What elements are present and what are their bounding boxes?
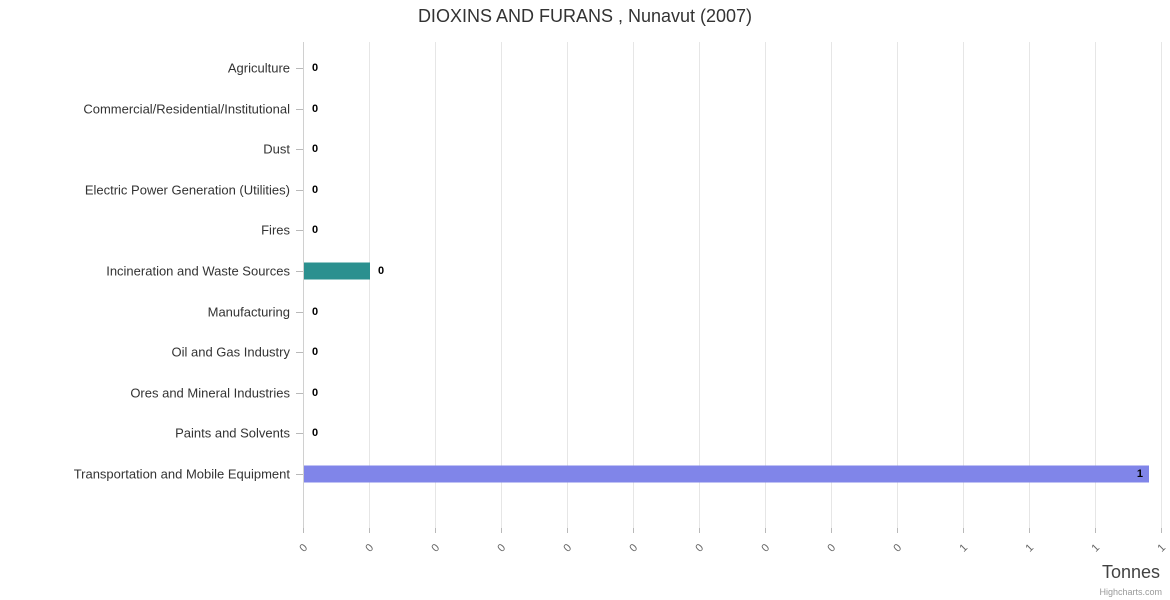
y-axis-tick [296, 190, 303, 191]
x-axis-tick [831, 528, 832, 533]
highcharts-credits-link[interactable]: Highcharts.com [1099, 587, 1162, 597]
y-axis-tick [296, 474, 303, 475]
x-axis-tick [1029, 528, 1030, 533]
gridline [633, 42, 634, 528]
y-axis-tick [296, 271, 303, 272]
x-tick-label: 0 [561, 541, 575, 555]
gridline [1029, 42, 1030, 528]
bar[interactable] [304, 465, 1149, 483]
x-axis-tick [369, 528, 370, 533]
y-axis-tick [296, 352, 303, 353]
category-label: Dust [263, 141, 290, 157]
x-axis-tick [303, 528, 304, 533]
category-label: Manufacturing [207, 304, 290, 320]
gridline [765, 42, 766, 528]
bar-value-label: 0 [312, 346, 319, 358]
gridline [369, 42, 370, 528]
y-axis-line [303, 42, 304, 528]
x-tick-label: 1 [1155, 541, 1169, 555]
x-tick-label: 0 [825, 541, 839, 555]
category-label: Oil and Gas Industry [171, 344, 291, 360]
x-tick-label: 0 [297, 541, 311, 555]
category-label: Paints and Solvents [175, 425, 290, 441]
bar-value-label: 0 [312, 143, 319, 155]
category-label: Transportation and Mobile Equipment [73, 466, 290, 482]
x-axis-tick [567, 528, 568, 533]
y-axis-tick [296, 312, 303, 313]
x-axis-tick [897, 528, 898, 533]
x-axis-tick [765, 528, 766, 533]
bar-value-label: 1 [1136, 468, 1143, 480]
x-axis-tick [633, 528, 634, 533]
category-label: Agriculture [227, 60, 290, 76]
x-tick-label: 1 [957, 541, 971, 555]
x-tick-label: 0 [759, 541, 773, 555]
bar-value-label: 0 [312, 306, 319, 318]
chart-title: DIOXINS AND FURANS , Nunavut (2007) [417, 6, 753, 26]
gridline [699, 42, 700, 528]
category-label: Ores and Mineral Industries [130, 385, 290, 401]
y-axis-tick [296, 393, 303, 394]
x-axis-tick [699, 528, 700, 533]
y-axis-tick [296, 149, 303, 150]
x-axis-tick [501, 528, 502, 533]
plot-area [303, 42, 1162, 528]
x-axis-title: Tonnes [1101, 562, 1160, 582]
y-axis-tick [296, 109, 303, 110]
gridline [963, 42, 964, 528]
category-label: Electric Power Generation (Utilities) [84, 182, 290, 198]
bar[interactable] [304, 262, 370, 280]
gridline [831, 42, 832, 528]
y-axis-tick [296, 230, 303, 231]
bar-value-label: 0 [378, 265, 385, 277]
bar-value-label: 0 [312, 427, 319, 439]
x-tick-label: 0 [495, 541, 509, 555]
y-axis-tick [296, 433, 303, 434]
x-tick-label: 0 [693, 541, 707, 555]
x-axis-tick [1161, 528, 1162, 533]
x-axis-tick [963, 528, 964, 533]
bar-value-label: 0 [312, 224, 319, 236]
bar-value-label: 0 [312, 103, 319, 115]
gridline [897, 42, 898, 528]
x-tick-label: 0 [429, 541, 443, 555]
x-tick-label: 0 [363, 541, 377, 555]
category-label: Commercial/Residential/Institutional [83, 101, 290, 117]
x-tick-label: 0 [891, 541, 905, 555]
bar-value-label: 0 [312, 62, 319, 74]
gridline [1161, 42, 1162, 528]
y-axis-tick [296, 68, 303, 69]
x-tick-label: 1 [1089, 541, 1103, 555]
x-tick-label: 1 [1023, 541, 1037, 555]
x-axis-tick [1095, 528, 1096, 533]
gridline [567, 42, 568, 528]
x-tick-label: 0 [627, 541, 641, 555]
gridline [501, 42, 502, 528]
gridline [1095, 42, 1096, 528]
gridline [435, 42, 436, 528]
x-axis-tick [435, 528, 436, 533]
bar-value-label: 0 [312, 387, 319, 399]
category-label: Incineration and Waste Sources [106, 263, 290, 279]
category-label: Fires [261, 222, 290, 238]
bar-value-label: 0 [312, 184, 319, 196]
